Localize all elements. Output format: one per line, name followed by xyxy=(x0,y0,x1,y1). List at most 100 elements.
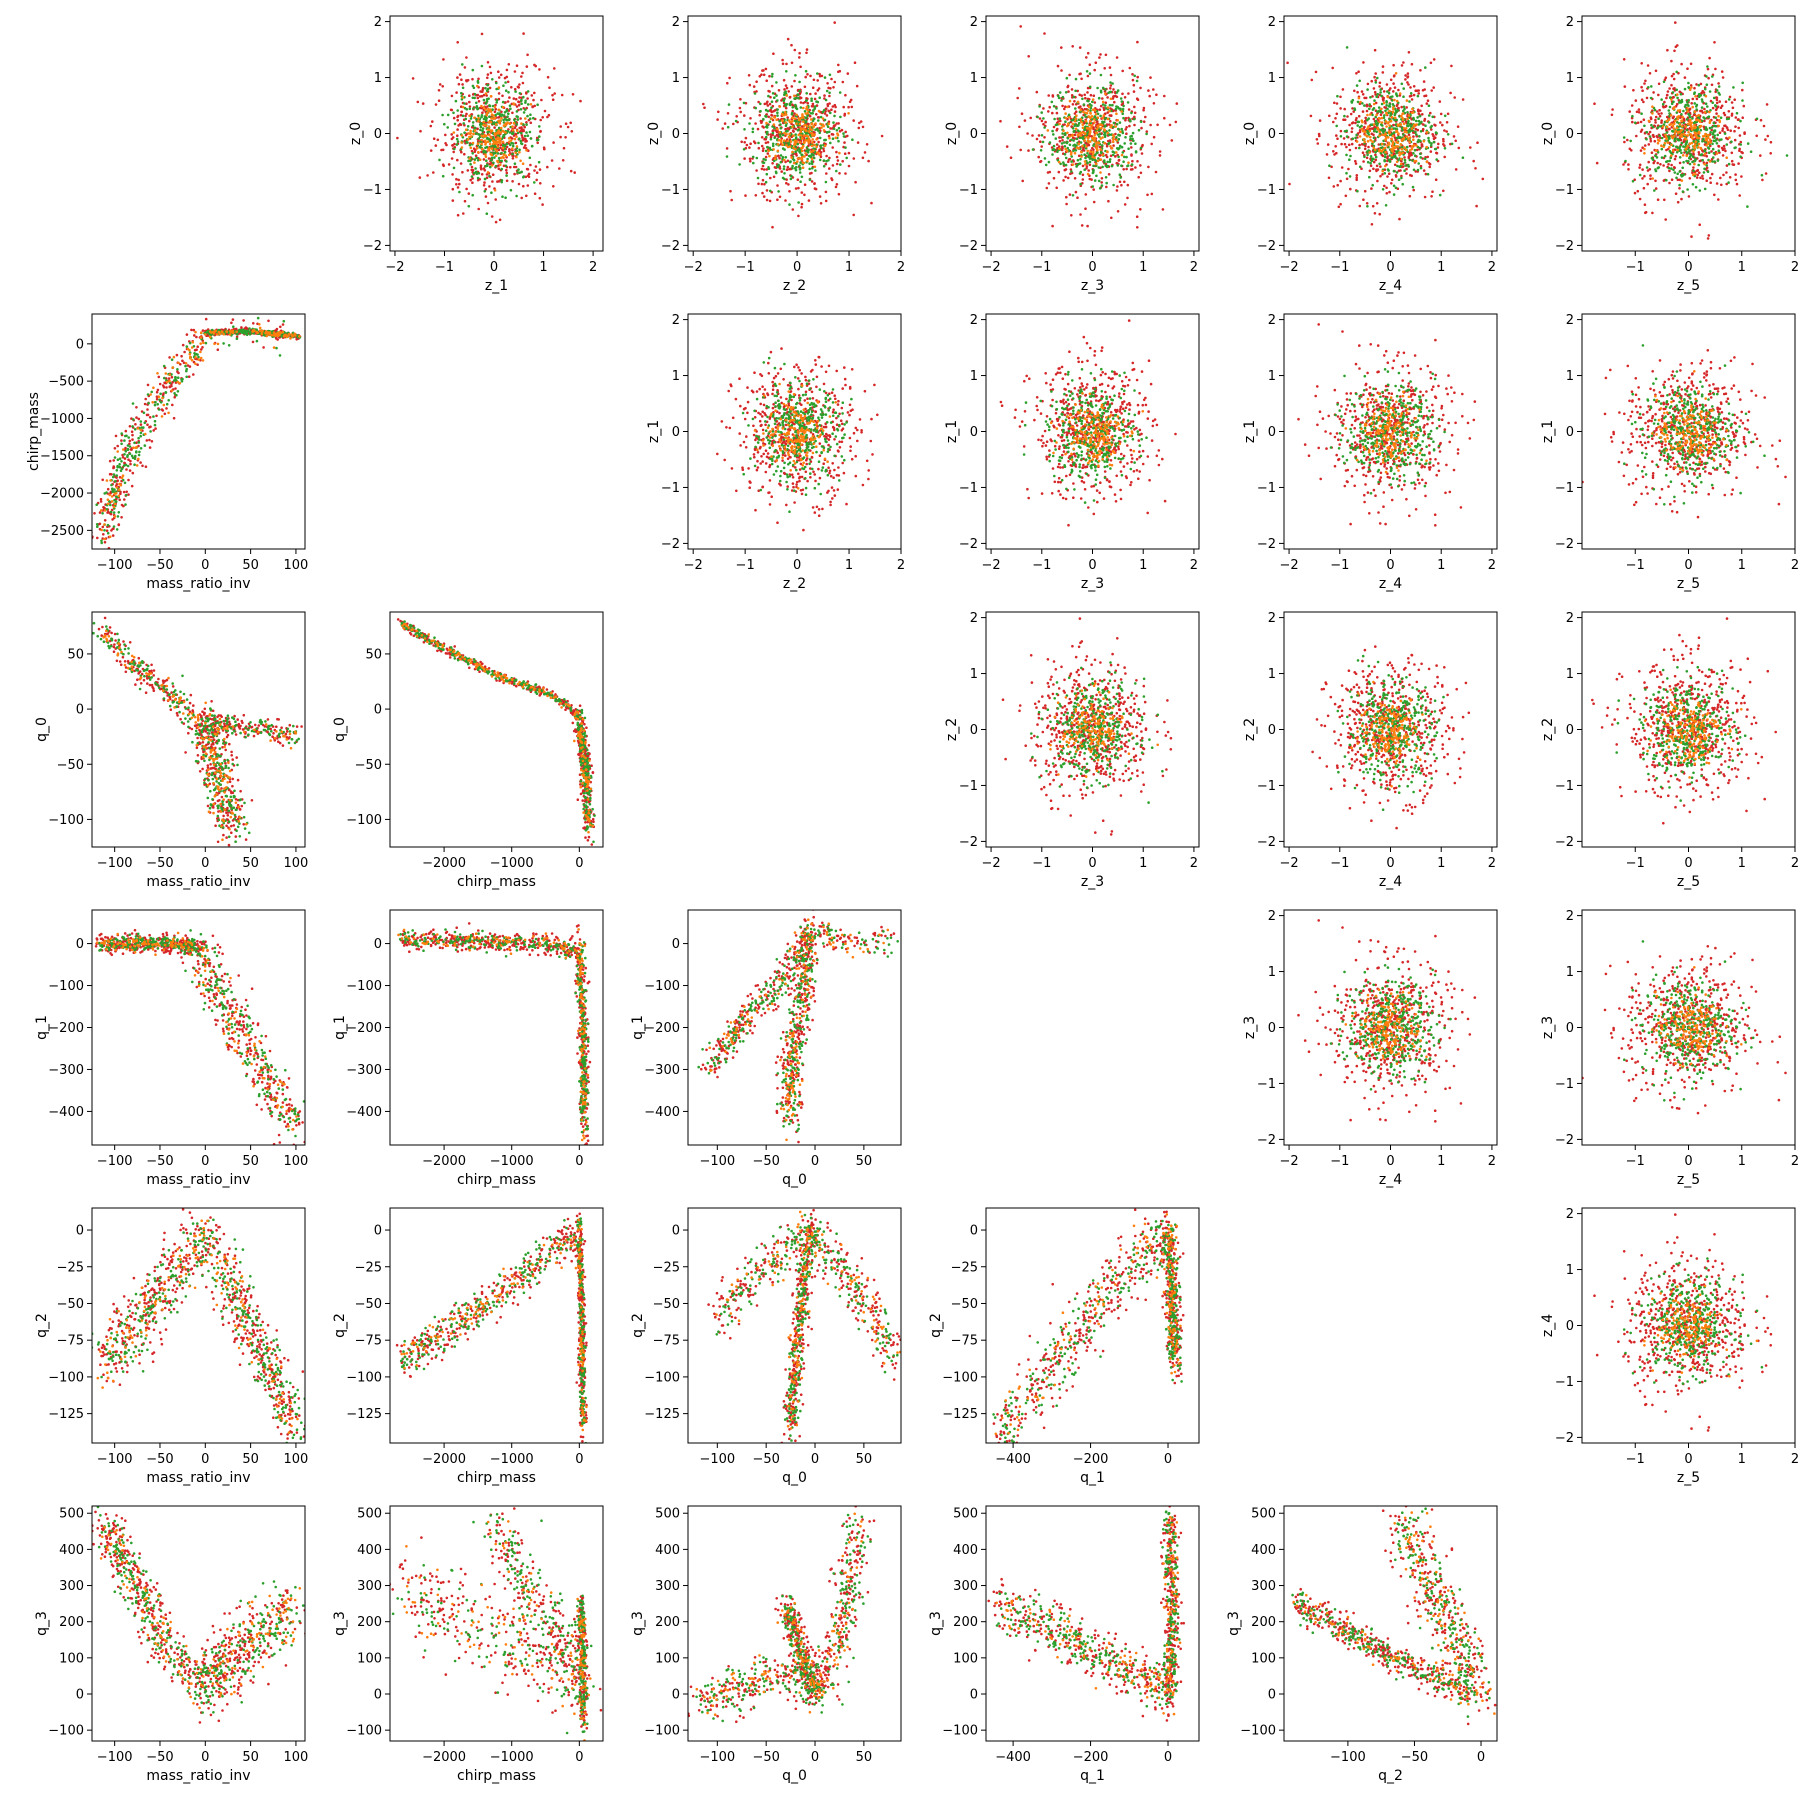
data-point xyxy=(529,137,533,140)
data-point xyxy=(1082,110,1085,114)
data-point xyxy=(1128,66,1132,70)
data-point xyxy=(817,116,821,119)
data-point xyxy=(776,99,779,102)
data-point xyxy=(451,187,455,191)
data-point xyxy=(473,96,477,100)
data-point xyxy=(840,128,844,132)
data-point xyxy=(1086,149,1089,153)
data-point xyxy=(776,108,779,111)
y-tick-label: −1 xyxy=(959,183,978,198)
data-point xyxy=(512,165,516,169)
data-point xyxy=(784,104,788,107)
data-point xyxy=(494,220,498,224)
data-point xyxy=(1410,174,1413,178)
data-point xyxy=(1377,116,1381,120)
data-point xyxy=(1104,53,1108,57)
data-point xyxy=(1068,73,1071,77)
data-point xyxy=(839,163,842,166)
data-point xyxy=(1399,152,1403,155)
data-point xyxy=(1665,148,1668,152)
data-point xyxy=(1400,114,1403,118)
data-point xyxy=(1401,162,1405,166)
data-point xyxy=(1062,129,1065,132)
data-point xyxy=(1429,126,1432,129)
data-point xyxy=(1717,145,1721,148)
data-point xyxy=(738,163,741,166)
data-point xyxy=(464,128,468,131)
data-point xyxy=(1727,181,1730,184)
data-point xyxy=(1648,130,1652,134)
data-point xyxy=(492,151,495,155)
data-point xyxy=(1365,202,1369,205)
data-point xyxy=(1405,99,1409,102)
data-point xyxy=(799,106,803,109)
data-point xyxy=(1705,166,1709,170)
data-point xyxy=(481,147,484,151)
data-point xyxy=(1112,88,1115,91)
data-point xyxy=(1672,166,1676,169)
data-point xyxy=(1761,178,1764,182)
data-point xyxy=(480,32,484,36)
data-point xyxy=(1388,126,1391,130)
data-point xyxy=(1375,130,1378,134)
data-point xyxy=(1379,151,1383,155)
data-point xyxy=(1383,155,1387,159)
data-point xyxy=(760,136,764,139)
data-point xyxy=(812,125,815,129)
data-point xyxy=(429,124,433,128)
data-point xyxy=(1350,142,1354,146)
data-point xyxy=(480,150,483,154)
data-point xyxy=(810,162,814,165)
data-point xyxy=(816,72,819,75)
data-point xyxy=(1671,130,1675,133)
data-point xyxy=(1136,160,1139,163)
data-point xyxy=(1432,86,1435,89)
data-point xyxy=(461,83,464,86)
data-point xyxy=(1419,130,1423,133)
data-point xyxy=(466,169,470,172)
data-point xyxy=(1057,170,1061,174)
data-point xyxy=(1148,94,1151,98)
data-point xyxy=(1104,124,1107,128)
data-point xyxy=(471,68,475,72)
data-point xyxy=(716,118,719,121)
data-point xyxy=(1735,182,1739,186)
data-point xyxy=(800,149,804,153)
data-point xyxy=(1095,151,1099,155)
data-point xyxy=(1139,86,1142,90)
data-point xyxy=(1418,135,1421,138)
data-point xyxy=(790,85,794,88)
data-point xyxy=(1401,112,1404,116)
data-point xyxy=(1086,224,1089,228)
data-point xyxy=(1691,183,1695,186)
data-point xyxy=(762,126,765,129)
data-point xyxy=(825,159,828,163)
data-point xyxy=(806,159,809,163)
data-point xyxy=(497,148,501,152)
data-point xyxy=(814,105,817,108)
data-point xyxy=(1023,119,1027,122)
data-point xyxy=(482,120,486,124)
data-point xyxy=(1347,167,1350,171)
data-point xyxy=(1368,103,1371,106)
data-point xyxy=(1765,103,1769,106)
data-point xyxy=(844,172,847,175)
data-point xyxy=(1727,162,1731,166)
data-point xyxy=(1404,148,1408,152)
data-point xyxy=(1062,179,1065,182)
data-point xyxy=(1083,107,1087,111)
data-point xyxy=(1108,160,1112,163)
data-point xyxy=(1094,113,1098,116)
data-point xyxy=(1408,154,1412,157)
data-point xyxy=(1078,136,1082,139)
data-point xyxy=(1093,136,1097,140)
data-point xyxy=(1439,121,1442,124)
data-point xyxy=(762,147,765,150)
data-point xyxy=(765,79,768,82)
data-point xyxy=(777,163,780,167)
data-point xyxy=(1387,136,1390,139)
data-point xyxy=(1422,123,1425,126)
data-point xyxy=(1104,107,1108,110)
data-point xyxy=(520,196,523,200)
data-point xyxy=(773,157,777,160)
